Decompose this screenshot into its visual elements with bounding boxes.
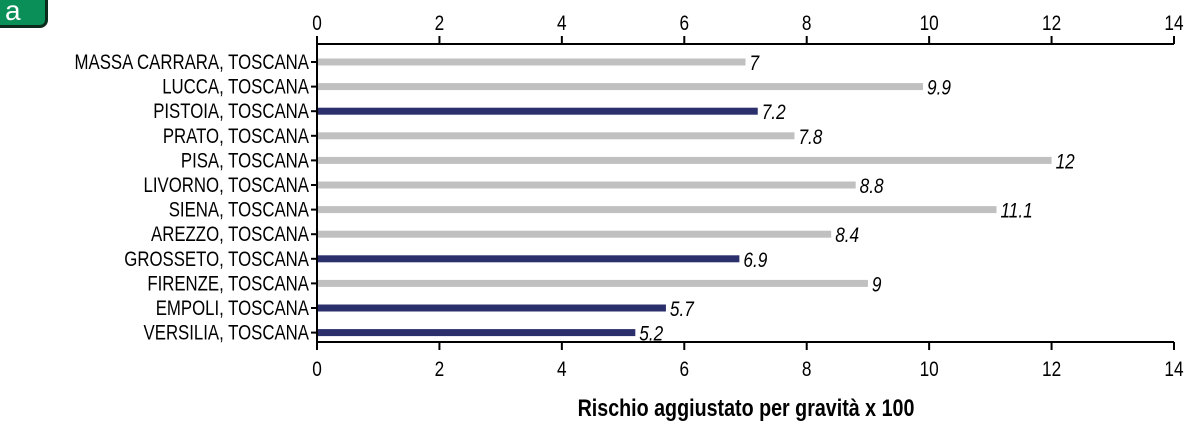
bar	[318, 156, 1052, 164]
value-label: 8.8	[860, 176, 884, 199]
value-label: 12	[1056, 151, 1075, 174]
bottom-tick-label: 14	[1164, 359, 1183, 382]
bar	[318, 181, 856, 189]
category-label: PRATO, TOSCANA	[163, 125, 309, 148]
category-label: SIENA, TOSCANA	[169, 199, 310, 222]
bottom-tick-label: 10	[920, 359, 939, 382]
category-label: FIRENZE, TOSCANA	[147, 273, 309, 296]
bar-chart: 0 2 4 6 8 10 12 14 0 2 4 6 8 10 12 14 MASSA CARRARA, T…	[75, 13, 1184, 382]
bottom-tick-label: 2	[435, 359, 445, 382]
bar	[318, 58, 746, 66]
bottom-tick-label: 6	[680, 359, 690, 382]
bar	[318, 206, 997, 214]
category-label: LIVORNO, TOSCANA	[144, 174, 310, 197]
bar	[318, 255, 740, 263]
category-label: PISA, TOSCANA	[181, 150, 309, 173]
category-label: PISTOIA, TOSCANA	[153, 101, 309, 124]
value-label: 7.8	[798, 126, 822, 149]
bar	[318, 83, 924, 91]
value-label: 9.9	[927, 77, 951, 100]
category-label: GROSSETO, TOSCANA	[124, 248, 309, 271]
value-label: 5.7	[670, 299, 695, 322]
value-label: 7	[750, 53, 761, 76]
bars	[318, 58, 1052, 337]
category-label: MASSA CARRARA, TOSCANA	[75, 51, 310, 74]
x-axis-title: Rischio aggiustato per gravità x 100	[577, 395, 915, 422]
category-label: EMPOLI, TOSCANA	[156, 297, 310, 320]
bar	[318, 230, 832, 238]
top-tick-label: 0	[312, 13, 322, 36]
category-label: LUCCA, TOSCANA	[162, 76, 309, 99]
category-label: VERSILIA, TOSCANA	[144, 322, 310, 345]
bottom-tick-label: 0	[312, 359, 322, 382]
axes	[311, 36, 1175, 350]
section-badge: a	[0, 0, 48, 28]
bar	[318, 107, 758, 115]
top-tick-label: 6	[680, 13, 690, 36]
bar	[318, 132, 795, 140]
bar	[318, 304, 666, 312]
top-tick-label: 10	[920, 13, 939, 36]
value-label: 7.2	[762, 102, 786, 125]
bar	[318, 329, 636, 337]
top-tick-label: 4	[557, 13, 567, 36]
bottom-tick-labels: 0 2 4 6 8 10 12 14	[312, 359, 1184, 382]
top-tick-label: 2	[435, 13, 445, 36]
bottom-tick-label: 8	[802, 359, 812, 382]
value-label: 5.2	[639, 323, 663, 346]
value-label: 9	[872, 274, 882, 297]
top-tick-label: 8	[802, 13, 812, 36]
bar	[318, 279, 868, 287]
top-tick-labels: 0 2 4 6 8 10 12 14	[312, 13, 1184, 36]
value-label: 8.4	[835, 225, 859, 248]
category-label: AREZZO, TOSCANA	[151, 224, 309, 247]
value-label: 6.9	[743, 249, 767, 272]
value-labels: 7 9.9 7.2 7.8 12 8.8 11.1 8.4 6.9 9 5.7 5.2	[639, 53, 1075, 347]
value-label: 11.1	[1000, 200, 1032, 223]
bottom-tick-label: 12	[1042, 359, 1061, 382]
top-tick-label: 14	[1164, 13, 1183, 36]
bottom-tick-label: 4	[557, 359, 567, 382]
top-tick-label: 12	[1042, 13, 1061, 36]
